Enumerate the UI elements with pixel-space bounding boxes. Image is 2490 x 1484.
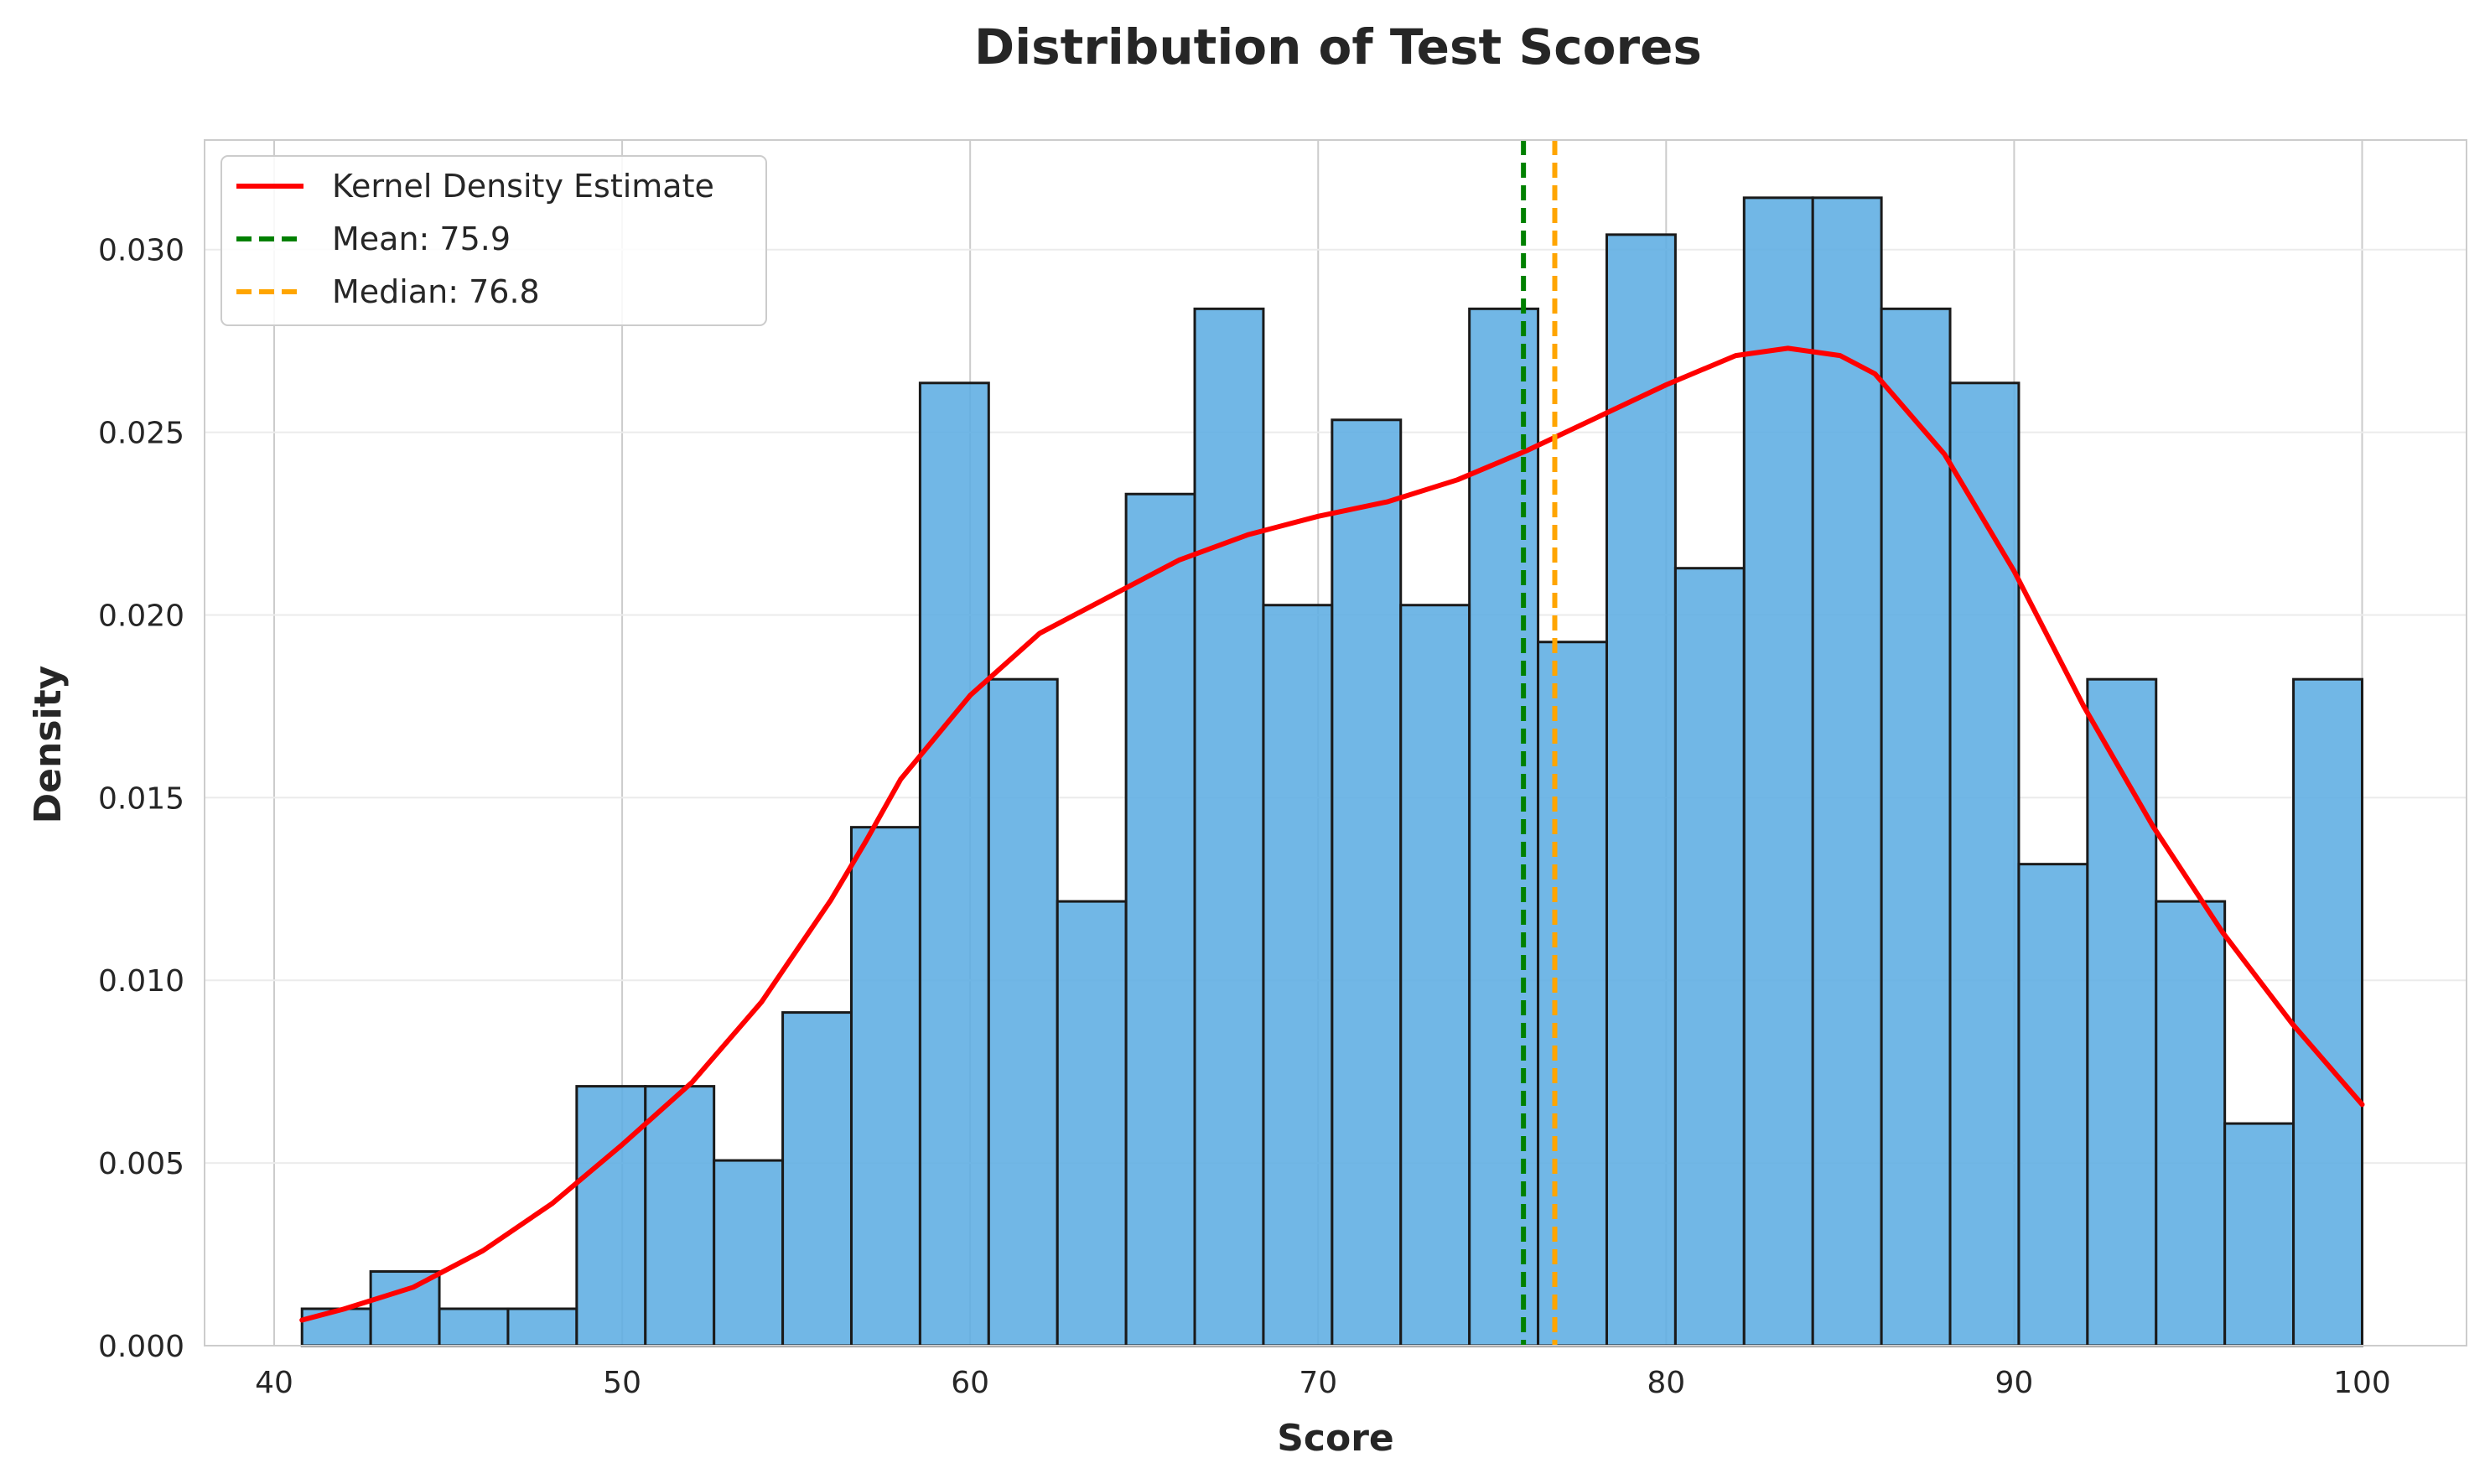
y-tick-label: 0.010 bbox=[98, 964, 184, 999]
y-axis-ticks: 0.000 0.005 0.010 0.015 0.020 0.025 0.030 bbox=[98, 234, 184, 1364]
histogram-bar bbox=[1948, 381, 2021, 1347]
x-axis-label: Score bbox=[1277, 1417, 1394, 1460]
histogram-bar bbox=[1605, 233, 1677, 1347]
histogram-bar bbox=[300, 1307, 372, 1347]
y-tick-label: 0.005 bbox=[98, 1147, 184, 1181]
legend: Kernel Density Estimate Mean: 75.9 Media… bbox=[220, 155, 767, 326]
legend-box bbox=[220, 155, 767, 326]
histogram-bar bbox=[1124, 492, 1196, 1347]
histogram-bar bbox=[1880, 307, 1952, 1347]
x-tick-label: 90 bbox=[1995, 1366, 2033, 1400]
histogram-bar bbox=[713, 1159, 785, 1347]
histogram-bar bbox=[1811, 196, 1883, 1347]
chart-title: Distribution of Test Scores bbox=[974, 18, 1702, 75]
histogram-bars bbox=[300, 196, 2363, 1347]
kde-line bbox=[299, 345, 2365, 1323]
histogram-bar bbox=[1331, 418, 1403, 1347]
series-lines bbox=[299, 140, 2365, 1346]
x-axis-ticks: 40 50 60 70 80 90 100 bbox=[255, 1366, 2391, 1400]
histogram-bar bbox=[1262, 604, 1334, 1347]
y-tick-label: 0.030 bbox=[98, 234, 184, 268]
histogram-bar bbox=[1468, 307, 1540, 1347]
histogram-bar bbox=[369, 1270, 441, 1347]
x-tick-label: 70 bbox=[1299, 1366, 1337, 1400]
y-tick-label: 0.000 bbox=[98, 1330, 184, 1364]
histogram-bar bbox=[1399, 604, 1471, 1347]
y-tick-label: 0.020 bbox=[98, 599, 184, 633]
histogram-bar bbox=[849, 826, 921, 1347]
histogram-bar bbox=[644, 1085, 716, 1347]
y-tick-label: 0.015 bbox=[98, 781, 184, 816]
histogram-bar bbox=[781, 1011, 853, 1347]
histogram-bar bbox=[506, 1307, 578, 1347]
x-tick-label: 40 bbox=[255, 1366, 293, 1400]
y-axis-label: Density bbox=[27, 666, 70, 824]
histogram-bar bbox=[2223, 1122, 2295, 1347]
histogram-bar bbox=[1742, 196, 1814, 1347]
x-tick-label: 60 bbox=[951, 1366, 989, 1400]
histogram-bar bbox=[1056, 900, 1128, 1347]
plot-area bbox=[204, 139, 2467, 1347]
histogram-bar bbox=[575, 1085, 647, 1347]
histogram-bar bbox=[918, 381, 990, 1347]
x-tick-label: 50 bbox=[603, 1366, 641, 1400]
histogram-bar bbox=[1673, 567, 1746, 1347]
histogram-bar bbox=[1193, 307, 1265, 1347]
y-tick-label: 0.025 bbox=[98, 417, 184, 451]
x-tick-label: 80 bbox=[1647, 1366, 1685, 1400]
legend-label-mean: Mean: 75.9 bbox=[332, 221, 511, 257]
plot-frame bbox=[204, 139, 2467, 1346]
histogram-bar bbox=[987, 677, 1059, 1347]
histogram-bar bbox=[438, 1307, 510, 1347]
histogram-bar bbox=[2086, 677, 2158, 1347]
legend-label-median: Median: 76.8 bbox=[332, 273, 540, 310]
histogram-bar bbox=[2292, 677, 2363, 1347]
histogram-bar bbox=[2017, 863, 2089, 1347]
legend-label-kde: Kernel Density Estimate bbox=[332, 168, 714, 205]
x-tick-label: 100 bbox=[2333, 1366, 2391, 1400]
histogram-bar bbox=[1537, 641, 1608, 1347]
histogram-bar bbox=[2155, 900, 2227, 1347]
